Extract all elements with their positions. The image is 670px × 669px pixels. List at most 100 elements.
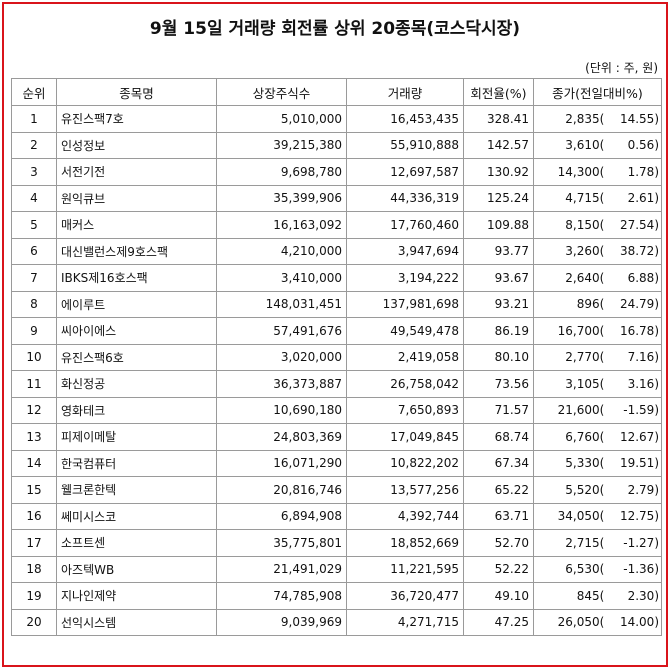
volume-cell: 10,822,202: [346, 449, 464, 477]
table-row: 1 유진스팩7호 5,010,000 16,453,435 328.41 2,835(14…: [11, 105, 662, 133]
volume-cell: 4,271,715: [346, 608, 464, 636]
header-name: 종목명: [56, 78, 217, 106]
paren-open: (: [599, 270, 605, 285]
rank-cell: 5: [11, 211, 57, 239]
closing-price: 8,150: [565, 217, 600, 232]
closing-price-cell: 8,150(27.54): [533, 211, 662, 239]
paren-open: (: [599, 111, 605, 126]
rank-cell: 20: [11, 608, 57, 636]
volume-cell: 3,947,694: [346, 237, 464, 265]
table-row: 19 지나인제약 74,785,908 36,720,477 49.10 845(2.30…: [11, 582, 662, 610]
table-row: 11 화신정공 36,373,887 26,758,042 73.56 3,105(3.1…: [11, 370, 662, 398]
paren-close: ): [654, 111, 659, 126]
closing-price-cell: 2,835(14.55): [533, 105, 662, 133]
ranking-table: 순위 종목명 상장주식수 거래량 회전율(%) 종가(전일대비%) 1 유진스팩7…: [11, 78, 662, 636]
rank-cell: 2: [11, 131, 57, 159]
listed-shares-cell: 16,163,092: [216, 211, 347, 239]
volume-cell: 7,650,893: [346, 396, 464, 424]
change-percent: 38.72: [619, 244, 655, 259]
stock-name-cell: 웰크론한텍: [56, 476, 217, 504]
closing-price-cell: 3,105(3.16): [533, 370, 662, 398]
turnover-cell: 80.10: [463, 343, 534, 371]
paren-close: ): [654, 562, 659, 577]
closing-price-cell: 6,530(-1.36): [533, 555, 662, 583]
paren-close: ): [654, 429, 659, 444]
table-row: 18 아즈텍WB 21,491,029 11,221,595 52.22 6,530(-1…: [11, 555, 662, 583]
rank-cell: 18: [11, 555, 57, 583]
paren-open: (: [599, 456, 605, 471]
closing-price-cell: 34,050(12.75): [533, 502, 662, 530]
volume-cell: 17,760,460: [346, 211, 464, 239]
change-percent: 2.30: [627, 588, 655, 603]
volume-cell: 16,453,435: [346, 105, 464, 133]
volume-cell: 13,577,256: [346, 476, 464, 504]
rank-cell: 16: [11, 502, 57, 530]
closing-price-cell: 26,050(14.00): [533, 608, 662, 636]
closing-price-cell: 6,760(12.67): [533, 423, 662, 451]
listed-shares-cell: 10,690,180: [216, 396, 347, 424]
volume-cell: 17,049,845: [346, 423, 464, 451]
paren-close: ): [654, 403, 659, 418]
rank-cell: 6: [11, 237, 57, 265]
change-percent: 2.79: [627, 482, 655, 497]
page-title: 9월 15일 거래량 회전률 상위 20종목(코스닥시장): [149, 19, 521, 39]
paren-close: ): [654, 297, 659, 312]
turnover-cell: 47.25: [463, 608, 534, 636]
change-percent: 2.61: [627, 191, 655, 206]
listed-shares-cell: 39,215,380: [216, 131, 347, 159]
listed-shares-cell: 3,020,000: [216, 343, 347, 371]
closing-price: 2,715: [565, 535, 600, 550]
volume-cell: 4,392,744: [346, 502, 464, 530]
rank-cell: 11: [11, 370, 57, 398]
turnover-cell: 93.67: [463, 264, 534, 292]
paren-open: (: [599, 323, 605, 338]
listed-shares-cell: 35,399,906: [216, 184, 347, 212]
stock-name-cell: 선익시스템: [56, 608, 217, 636]
closing-price-cell: 845(2.30): [533, 582, 662, 610]
table-row: 13 피제이메탈 24,803,369 17,049,845 68.74 6,760(12…: [11, 423, 662, 451]
closing-price-cell: 5,520(2.79): [533, 476, 662, 504]
stock-name-cell: IBKS제16호스팩: [56, 264, 217, 292]
closing-price: 3,610: [565, 138, 600, 153]
table-row: 8 에이루트 148,031,451 137,981,698 93.21 896(24.7…: [11, 290, 662, 318]
turnover-cell: 49.10: [463, 582, 534, 610]
closing-price: 3,105: [565, 376, 600, 391]
paren-open: (: [599, 562, 605, 577]
header-turnover: 회전율(%): [463, 78, 534, 106]
closing-price: 5,330: [565, 456, 600, 471]
turnover-cell: 63.71: [463, 502, 534, 530]
paren-open: (: [599, 482, 605, 497]
table-row: 14 한국컴퓨터 16,071,290 10,822,202 67.34 5,330(19…: [11, 449, 662, 477]
turnover-cell: 67.34: [463, 449, 534, 477]
table-row: 4 원익큐브 35,399,906 44,336,319 125.24 4,715(2.6…: [11, 184, 662, 212]
turnover-cell: 71.57: [463, 396, 534, 424]
volume-cell: 11,221,595: [346, 555, 464, 583]
turnover-cell: 65.22: [463, 476, 534, 504]
turnover-cell: 130.92: [463, 158, 534, 186]
listed-shares-cell: 148,031,451: [216, 290, 347, 318]
paren-close: ): [654, 217, 659, 232]
closing-price-cell: 4,715(2.61): [533, 184, 662, 212]
turnover-cell: 142.57: [463, 131, 534, 159]
paren-open: (: [599, 615, 605, 630]
closing-price: 5,520: [565, 482, 600, 497]
stock-name-cell: 씨아이에스: [56, 317, 217, 345]
listed-shares-cell: 21,491,029: [216, 555, 347, 583]
paren-close: ): [654, 376, 659, 391]
closing-price-cell: 2,715(-1.27): [533, 529, 662, 557]
paren-close: ): [654, 164, 659, 179]
paren-close: ): [654, 138, 659, 153]
stock-name-cell: 원익큐브: [56, 184, 217, 212]
change-percent: 19.51: [619, 456, 655, 471]
stock-name-cell: 대신밸런스제9호스팩: [56, 237, 217, 265]
turnover-cell: 73.56: [463, 370, 534, 398]
closing-price: 14,300: [557, 164, 600, 179]
stock-name-cell: 화신정공: [56, 370, 217, 398]
stock-name-cell: 에이루트: [56, 290, 217, 318]
volume-cell: 44,336,319: [346, 184, 464, 212]
stock-name-cell: 소프트센: [56, 529, 217, 557]
rank-cell: 7: [11, 264, 57, 292]
listed-shares-cell: 20,816,746: [216, 476, 347, 504]
paren-open: (: [599, 164, 605, 179]
table-row: 16 쎄미시스코 6,894,908 4,392,744 63.71 34,050(12.…: [11, 502, 662, 530]
